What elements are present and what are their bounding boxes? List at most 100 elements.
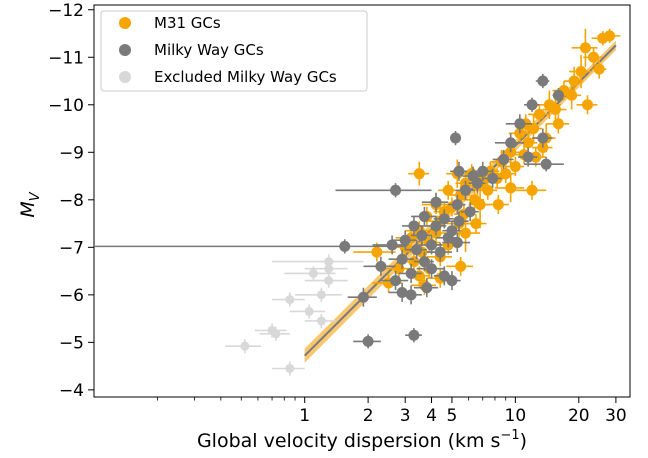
data-point [477,165,489,177]
y-axis-title: MV [17,191,43,217]
legend-marker-mw [119,44,131,56]
data-point [597,32,609,44]
data-point [453,215,465,227]
data-point [526,184,538,196]
data-point [498,153,510,165]
data-point [316,316,326,326]
legend-marker-excluded [119,71,131,83]
x-tick-label: 1 [299,406,310,426]
data-point [522,151,534,163]
data-point [396,253,408,265]
data-point [285,363,295,373]
data-point [514,118,526,130]
legend-marker-m31 [119,17,131,29]
data-point [421,282,433,294]
data-point [588,51,600,63]
y-tick-label: −9 [59,143,84,163]
data-point [500,168,512,180]
data-point [324,276,334,286]
data-point [451,237,463,249]
data-point [460,227,472,239]
legend: M31 GCs Milky Way GCs Excluded Milky Way… [100,10,368,92]
y-tick-label: −11 [48,48,84,68]
data-point [362,335,374,347]
plot-frame [93,4,631,398]
data-point [426,263,438,275]
y-tick-label: −8 [59,191,84,211]
legend-label-m31: M31 GCs [154,14,221,32]
data-point [533,108,545,120]
data-point [470,218,482,230]
data-point [304,306,314,316]
y-tick-label: −6 [59,286,84,306]
data-point [505,137,517,149]
x-tick-label: 20 [568,406,590,426]
data-point [526,99,538,111]
y-tick-label: −4 [59,381,84,401]
data-point [540,158,552,170]
x-tick-label: 10 [505,406,527,426]
x-tick-label: 3 [400,406,411,426]
data-point [487,172,499,184]
data-point [582,99,594,111]
data-point [537,75,549,87]
data-point [416,229,428,241]
data-point [505,182,517,194]
data-point [442,232,454,244]
data-point [482,184,494,196]
data-point [390,275,402,287]
legend-label-excluded: Excluded Milky Way GCs [154,68,337,86]
data-point [552,118,564,130]
x-axis-title: Global velocity dispersion (km s−1) [197,428,527,452]
data-point [474,199,486,211]
data-point [316,290,326,300]
data-point [271,329,281,339]
data-point [357,291,369,303]
data-point [453,165,465,177]
data-point [339,240,351,252]
x-tick-label: 4 [426,406,437,426]
data-point [464,206,476,218]
x-tick-label: 30 [605,406,627,426]
data-point [418,210,430,222]
data-point [593,63,605,75]
data-point [442,184,454,196]
data-point [509,161,521,173]
y-tick-label: −10 [48,96,84,116]
x-tick-label: 2 [363,406,374,426]
data-point [492,199,504,211]
data-point [411,244,423,256]
data-point [399,234,411,246]
data-point [450,132,462,144]
data-point [405,267,417,279]
y-tick-label: −7 [59,238,84,258]
x-tick-label: 5 [447,406,458,426]
series-excluded [225,254,364,376]
data-point [375,260,387,272]
series-mw [94,73,564,349]
data-point [455,260,467,272]
y-axis: −12 −11 −10 −9 −8 −7 −6 −5 −4 [48,1,94,401]
data-point [471,177,483,189]
data-point [240,341,250,351]
data-point [413,168,425,180]
data-point [446,275,458,287]
data-point [371,246,383,258]
data-point [408,220,420,232]
data-point [575,66,587,78]
data-point [522,137,534,149]
x-axis: 1 2 3 4 5 10 20 30 [157,397,627,426]
data-point [451,199,463,211]
data-point [438,213,450,225]
data-point [552,89,564,101]
points-layer [94,28,621,376]
data-point [386,239,398,251]
data-point [405,289,417,301]
data-point [430,220,442,232]
legend-box [100,10,368,92]
data-point [528,123,540,135]
data-point [324,264,334,274]
y-tick-label: −5 [59,333,84,353]
y-tick-label: −12 [48,1,84,21]
